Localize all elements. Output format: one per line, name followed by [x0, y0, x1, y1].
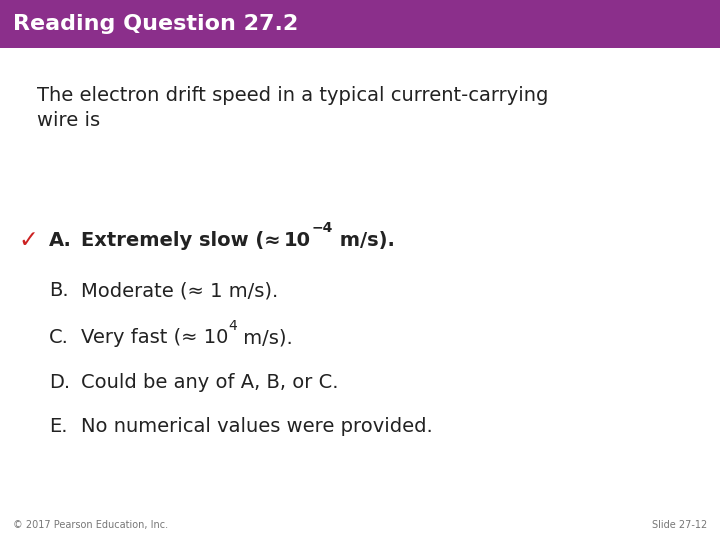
Text: Reading Question 27.2: Reading Question 27.2 [13, 14, 298, 34]
Text: 4: 4 [228, 319, 237, 333]
Text: Extremely slow (≈: Extremely slow (≈ [81, 231, 284, 250]
Text: No numerical values were provided.: No numerical values were provided. [81, 417, 433, 436]
Text: The electron drift speed in a typical current-carrying
wire is: The electron drift speed in a typical cu… [37, 86, 549, 130]
Text: ✓: ✓ [18, 228, 37, 252]
Text: A.: A. [49, 231, 72, 250]
Text: −4: −4 [311, 221, 333, 235]
Text: Slide 27-12: Slide 27-12 [652, 520, 707, 530]
Text: Very fast (≈ 10: Very fast (≈ 10 [81, 328, 228, 347]
Text: m/s).: m/s). [333, 231, 395, 250]
Text: Could be any of A, B, or C.: Could be any of A, B, or C. [81, 373, 338, 392]
Text: C.: C. [49, 328, 69, 347]
Text: B.: B. [49, 281, 68, 300]
Text: 10: 10 [284, 231, 311, 250]
Text: m/s).: m/s). [237, 328, 292, 347]
Text: D.: D. [49, 373, 70, 392]
Text: © 2017 Pearson Education, Inc.: © 2017 Pearson Education, Inc. [13, 520, 168, 530]
Text: E.: E. [49, 417, 68, 436]
Text: Moderate (≈ 1 m/s).: Moderate (≈ 1 m/s). [81, 281, 278, 300]
